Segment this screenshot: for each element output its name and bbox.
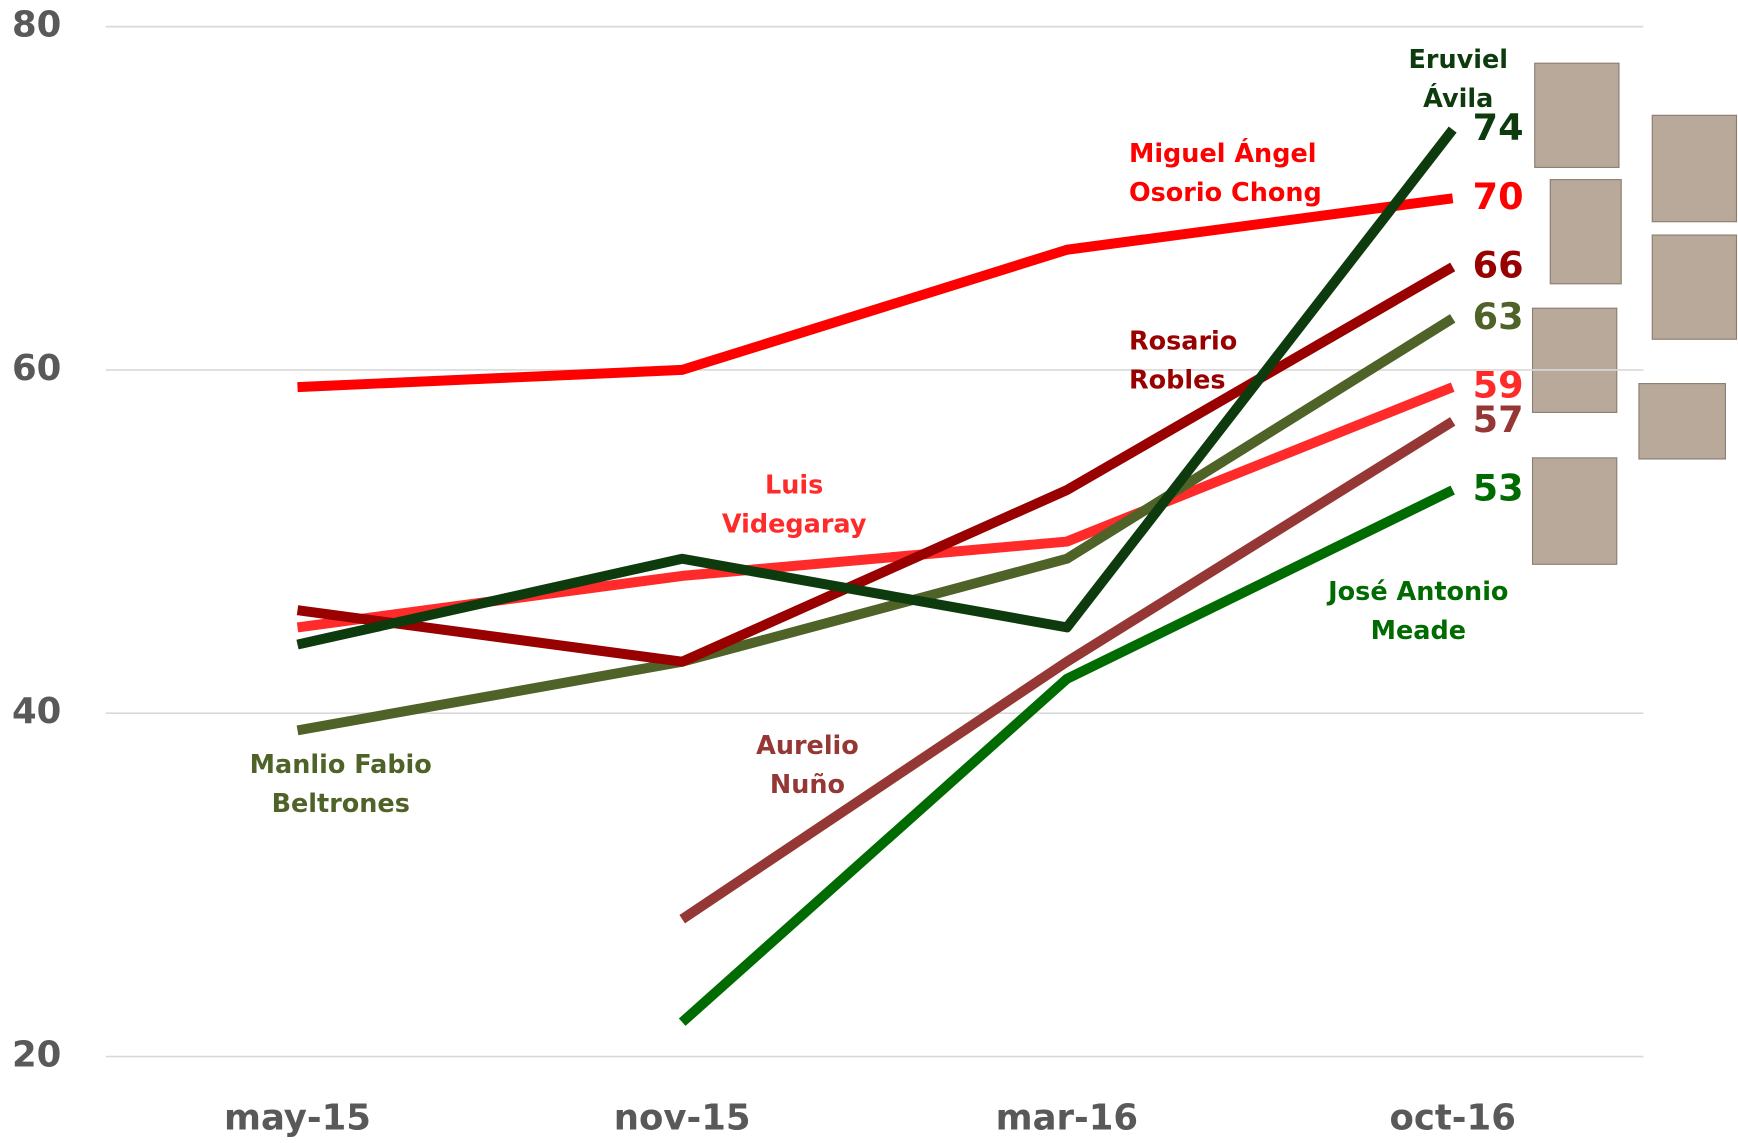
photos	[1531, 62, 1738, 565]
series-label-line: Nuño	[770, 770, 845, 800]
series-label: Rosario Robles	[1129, 327, 1237, 396]
series-label-line: Rosario	[1129, 327, 1237, 357]
series-label: Luis Videgaray	[722, 471, 867, 540]
y-tick-label: 60	[12, 348, 61, 389]
photo	[1638, 383, 1726, 460]
series-label-line: Eruviel	[1408, 45, 1508, 75]
value-label: 63	[1473, 295, 1524, 338]
series-label: Eruviel Ávila	[1408, 45, 1508, 114]
x-tick-label: oct-16	[1389, 1098, 1515, 1139]
series-label-line: Videgaray	[722, 509, 867, 539]
value-label: 57	[1473, 398, 1524, 441]
series-label: Manlio Fabio Beltrones	[250, 750, 432, 819]
photo	[1651, 234, 1738, 340]
series-label-line: Meade	[1371, 616, 1466, 646]
value-label: 59	[1473, 364, 1524, 407]
series-label-line: José Antonio	[1326, 577, 1508, 607]
series-line	[297, 193, 1454, 393]
series-line	[679, 417, 1456, 924]
value-label: 70	[1473, 175, 1524, 218]
y-tick-label: 80	[12, 5, 61, 46]
x-tick-label: mar-16	[996, 1098, 1138, 1139]
y-tick-label: 20	[12, 1035, 61, 1076]
series-label-line: Aurelio	[756, 731, 859, 761]
series-line	[296, 126, 1457, 650]
series-label-line: Miguel Ángel	[1129, 139, 1317, 169]
series-label-line: Osorio Chong	[1129, 178, 1322, 208]
photo	[1531, 307, 1618, 413]
series-line	[678, 485, 1455, 1026]
value-label: 53	[1473, 467, 1524, 510]
y-tick-label: 40	[12, 691, 61, 732]
x-tick-label: may-15	[224, 1098, 371, 1139]
series-label-line: Robles	[1129, 365, 1226, 395]
series-label-line: Manlio Fabio	[250, 750, 432, 780]
value-label: 66	[1473, 243, 1524, 286]
series-label-line: Beltrones	[272, 789, 410, 819]
photo	[1531, 457, 1618, 565]
series-label: José Antonio Meade	[1326, 577, 1508, 646]
series-label: Miguel Ángel Osorio Chong	[1129, 139, 1322, 208]
series-label-line: Luis	[765, 471, 823, 501]
photo	[1534, 62, 1620, 168]
value-label: 74	[1473, 106, 1524, 149]
series-line	[296, 314, 1456, 736]
series-label-line: Ávila	[1423, 84, 1493, 114]
photo	[1549, 179, 1622, 285]
series-label: Aurelio Nuño	[756, 731, 859, 800]
x-tick-label: nov-15	[614, 1098, 751, 1139]
photo	[1651, 114, 1738, 223]
